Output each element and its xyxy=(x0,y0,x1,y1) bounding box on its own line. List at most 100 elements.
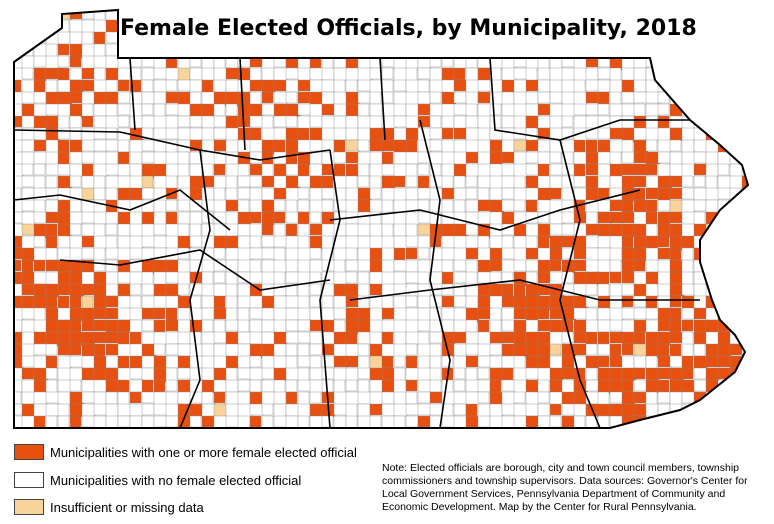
municipality-cell xyxy=(261,115,274,130)
municipality-cell xyxy=(117,139,130,153)
municipality-cell xyxy=(729,67,743,82)
municipality-cell xyxy=(465,175,478,188)
municipality-cell xyxy=(657,271,672,286)
municipality-cell xyxy=(201,259,215,273)
municipality-cell xyxy=(261,43,277,56)
municipality-cell xyxy=(393,151,408,165)
municipality-cell xyxy=(273,271,286,286)
municipality-cell xyxy=(729,43,745,56)
municipality-cell xyxy=(645,259,660,273)
municipality-cell xyxy=(297,127,310,141)
municipality-cell xyxy=(57,307,72,321)
municipality-cell xyxy=(633,235,648,249)
municipality-cell xyxy=(441,235,456,249)
municipality-cell xyxy=(249,163,263,176)
municipality-cell xyxy=(93,259,106,272)
municipality-cell xyxy=(321,295,334,309)
municipality-cell xyxy=(729,127,744,142)
municipality-cell xyxy=(14,379,23,393)
municipality-cell xyxy=(285,391,298,406)
municipality-cell xyxy=(261,343,276,358)
municipality-cell xyxy=(681,55,695,68)
municipality-cell xyxy=(669,295,682,308)
municipality-cell xyxy=(717,55,730,68)
municipality-cell xyxy=(717,403,732,418)
municipality-cell xyxy=(717,271,731,286)
municipality-cell xyxy=(93,175,106,190)
municipality-cell xyxy=(729,151,745,165)
municipality-cell xyxy=(621,283,636,296)
municipality-cell xyxy=(693,55,708,69)
municipality-cell xyxy=(429,355,442,370)
municipality-cell xyxy=(141,91,155,105)
municipality-cell xyxy=(477,367,490,380)
municipality-cell xyxy=(285,403,300,417)
municipality-cell xyxy=(14,199,24,213)
municipality-cell xyxy=(14,43,22,58)
municipality-cell xyxy=(273,331,288,345)
legend-swatch-white xyxy=(14,472,44,488)
municipality-cell xyxy=(225,367,238,382)
municipality-cell xyxy=(297,43,311,59)
municipality-cell xyxy=(633,247,647,262)
municipality-cell xyxy=(45,415,58,428)
municipality-cell xyxy=(93,103,108,117)
municipality-cell xyxy=(705,31,719,45)
municipality-cell xyxy=(393,223,407,237)
municipality-cell xyxy=(33,19,49,34)
municipality-cell xyxy=(405,67,418,82)
municipality-cell xyxy=(525,187,540,201)
municipality-cell xyxy=(177,211,191,225)
legend-label: Municipalities with no female elected of… xyxy=(50,472,302,488)
municipality-cell xyxy=(45,55,60,70)
municipality-cell xyxy=(117,283,131,297)
municipality-cell xyxy=(201,319,214,333)
municipality-cell xyxy=(693,67,709,81)
municipality-cell xyxy=(501,247,516,260)
municipality-cell xyxy=(297,415,310,428)
municipality-cell xyxy=(621,199,634,214)
municipality-cell xyxy=(45,10,58,21)
municipality-cell xyxy=(453,43,467,58)
municipality-cell xyxy=(453,379,466,392)
municipality-cell xyxy=(657,115,670,129)
municipality-cell xyxy=(669,151,683,166)
municipality-cell xyxy=(441,319,455,334)
municipality-cell xyxy=(57,55,70,68)
municipality-cell xyxy=(669,211,683,224)
municipality-cell xyxy=(561,115,574,128)
municipality-cell xyxy=(213,283,228,298)
municipality-cell xyxy=(729,175,744,190)
municipality-cell xyxy=(477,391,490,404)
municipality-cell xyxy=(14,427,22,428)
municipality-cell xyxy=(33,151,48,165)
municipality-cell xyxy=(705,103,721,119)
municipality-cell xyxy=(33,10,47,22)
municipality-cell xyxy=(393,103,407,117)
municipality-cell xyxy=(513,91,528,106)
municipality-cell xyxy=(81,235,95,248)
municipality-cell xyxy=(297,163,310,177)
municipality-cell xyxy=(381,307,395,320)
municipality-cell xyxy=(597,403,612,417)
municipality-cell xyxy=(45,259,59,272)
municipality-cell xyxy=(681,187,695,200)
municipality-cell xyxy=(105,319,119,333)
municipality-cell xyxy=(14,31,25,47)
municipality-cell xyxy=(465,355,480,368)
municipality-cell xyxy=(105,283,119,297)
municipality-cell xyxy=(213,379,227,393)
municipality-cell xyxy=(489,319,502,334)
municipality-cell xyxy=(237,163,250,177)
municipality-cell xyxy=(741,43,748,57)
municipality-cell xyxy=(93,307,107,320)
municipality-cell xyxy=(81,55,96,70)
municipality-cell xyxy=(213,247,226,260)
municipality-cell xyxy=(381,151,394,165)
municipality-cell xyxy=(333,151,347,164)
municipality-cell xyxy=(129,307,144,321)
municipality-cell xyxy=(201,427,214,428)
municipality-cell xyxy=(117,403,132,417)
municipality-cell xyxy=(153,403,168,416)
municipality-cell xyxy=(645,211,658,225)
